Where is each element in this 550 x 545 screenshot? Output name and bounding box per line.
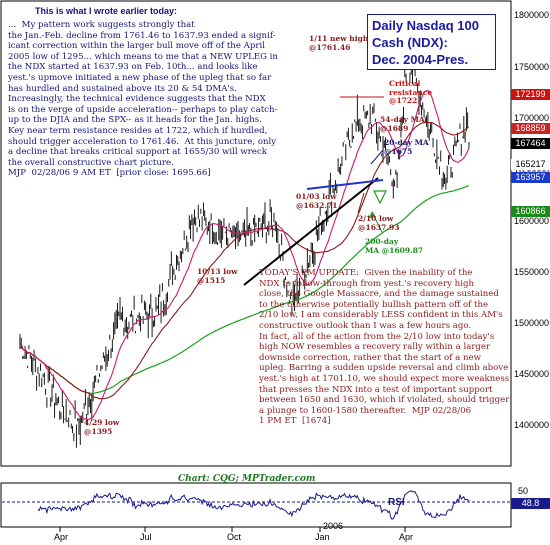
y-tick-label: 1550000 xyxy=(514,267,550,277)
annotation-high-1761: 1/11 new high @1761.46 xyxy=(309,34,369,52)
annotation-ma200: 200-day MA @1609.87 xyxy=(365,237,424,255)
arrow-ma20 xyxy=(370,149,384,165)
price-box-ma200: 160866 xyxy=(511,206,550,217)
y-tick-label: 1600000 xyxy=(514,216,550,226)
price-box-blue-line: 163957 xyxy=(511,172,550,183)
price-bars xyxy=(19,56,470,448)
annotation-low-1395: 4/29 low @1395 xyxy=(84,418,120,436)
annotation-low-1515: 10/13 low @1515 xyxy=(197,267,238,285)
annotation-arrows xyxy=(357,149,387,233)
annotation-ma54: 54-day MA @1689 xyxy=(380,115,425,133)
annotation-low-1637: 2/10 low @1637.93 xyxy=(358,214,400,232)
ma20-line xyxy=(20,90,470,421)
price-box-ma54: 168859 xyxy=(511,123,550,134)
rsi-value-box: 48.8 xyxy=(511,498,550,509)
blue-support-line xyxy=(306,179,384,190)
chart-credit: Chart: CQG; MPTrader.com xyxy=(178,474,316,484)
x-axis-ticks xyxy=(59,527,406,532)
annotation-ma20: 20-day MA @1675 xyxy=(384,138,429,156)
ma200-line xyxy=(20,185,470,394)
month-label: Oct xyxy=(227,532,242,542)
rsi-tick-label: 50 xyxy=(518,486,529,496)
morning-commentary: ... My pattern work suggests strongly th… xyxy=(8,20,278,179)
ma54-line xyxy=(20,121,469,400)
left-heading: This is what I wrote earlier today: xyxy=(35,6,178,16)
y-tick-label: 1650000 xyxy=(514,165,550,175)
month-label: Apr xyxy=(54,532,69,542)
annotation-critical-resistance: Critical resistance @1722 xyxy=(389,79,433,106)
annotation-low-1632: 01/03 low @1632.71 xyxy=(296,192,338,210)
price-box-last: 167464 xyxy=(511,138,550,149)
y-tick-label: 1750000 xyxy=(514,62,550,72)
y-tick-label: 1500000 xyxy=(514,318,550,328)
arrow-head-green-down xyxy=(373,190,387,205)
pm-update-commentary: TODAY'S PM UPDATE: Given the inability o… xyxy=(259,268,510,427)
month-label: Jul xyxy=(140,532,152,542)
rsi-label: RSI xyxy=(388,497,405,508)
y-tick-label: 1700000 xyxy=(514,113,550,123)
y-tick-label: 1400000 xyxy=(514,420,550,430)
support-trendline xyxy=(243,177,379,286)
price-box-support: 165217 xyxy=(511,159,550,170)
y-tick-label: 1450000 xyxy=(514,369,550,379)
y-tick-label: 1800000 xyxy=(514,10,550,20)
moving-averages xyxy=(20,90,470,421)
arrow-head-ma200 xyxy=(369,211,376,218)
arrow-ma200 xyxy=(373,215,383,233)
month-label: Apr xyxy=(399,532,414,542)
year-label: 2006 xyxy=(323,521,344,531)
trend-lines xyxy=(243,96,384,286)
chart-title-box: Daily Nasdaq 100 Cash (NDX): Dec. 2004-P… xyxy=(367,14,496,70)
price-panel-frame xyxy=(0,0,512,467)
price-box-resistance: 172199 xyxy=(511,89,550,100)
arrow-low-1637 xyxy=(357,192,365,214)
month-label: Jan xyxy=(315,532,330,542)
